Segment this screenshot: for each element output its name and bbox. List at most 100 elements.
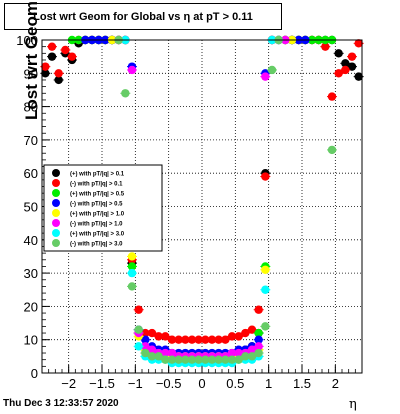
legend-marker [52, 169, 60, 177]
data-point [327, 145, 337, 155]
data-point [234, 348, 243, 358]
data-point [321, 42, 330, 51]
data-point [341, 65, 350, 75]
data-point [187, 355, 197, 364]
legend-entry: (-) with pT/|q| > 1.0 [70, 222, 123, 228]
data-point [154, 332, 163, 341]
data-point [181, 355, 190, 364]
x-tick-label: −2 [61, 376, 76, 391]
chart-title: Lost wrt Geom for Global vs η at pT > 0.… [4, 3, 282, 30]
data-point [227, 332, 237, 341]
data-point [261, 172, 270, 181]
x-tick-label: 2 [332, 376, 339, 391]
data-point [267, 65, 277, 75]
data-point [354, 39, 363, 48]
y-tick-label: 40 [24, 233, 38, 248]
y-tick-label: 30 [24, 266, 38, 281]
data-point [61, 45, 70, 55]
data-point [141, 342, 150, 351]
data-point [261, 285, 270, 294]
legend-marker [52, 189, 60, 197]
legend-marker [52, 219, 60, 227]
data-point [161, 348, 170, 358]
legend-entry: (-) with pT/|q| > 0.5 [70, 202, 123, 208]
y-tick-label: 70 [24, 133, 38, 148]
data-point [127, 262, 137, 271]
y-tick-label: 10 [24, 333, 38, 348]
data-point [194, 335, 203, 344]
y-tick-label: 60 [24, 166, 38, 181]
data-point [227, 348, 237, 358]
data-point [341, 59, 350, 68]
legend-marker [52, 199, 60, 207]
x-tick-label: −1 [128, 376, 143, 391]
x-tick-label: −0.5 [156, 376, 182, 391]
data-point [47, 42, 57, 51]
y-tick-label: 20 [24, 299, 38, 314]
data-point [141, 328, 150, 338]
data-point [54, 69, 63, 78]
data-point [127, 268, 137, 278]
data-point [254, 305, 263, 314]
data-point [247, 345, 257, 354]
data-point [254, 328, 263, 338]
data-point [247, 325, 257, 334]
data-point [347, 52, 357, 61]
y-tick-label: 90 [24, 66, 38, 81]
data-point [167, 355, 177, 364]
data-point [227, 355, 237, 364]
data-point [247, 352, 257, 361]
y-tick-label: 80 [24, 100, 38, 115]
data-point [147, 328, 157, 338]
data-point [354, 72, 363, 81]
legend-entry: (+) with pT/|q| > 1.0 [70, 212, 125, 218]
legend-entry: (+) with pT/|q| > 3.0 [70, 232, 125, 238]
data-point [221, 335, 230, 344]
data-point [214, 335, 223, 344]
data-point [174, 335, 183, 344]
data-point [134, 305, 143, 314]
data-point [201, 335, 210, 344]
data-point [47, 52, 57, 61]
data-point [134, 325, 143, 334]
legend-entry: (+) with pT/|q| > 0.5 [70, 192, 125, 198]
data-point [181, 335, 190, 344]
data-point [234, 332, 243, 341]
data-point [161, 332, 170, 341]
x-tick-label: 1 [265, 376, 272, 391]
x-tick-label: 1.5 [293, 376, 311, 391]
plot-frame [41, 39, 363, 374]
data-point [334, 49, 343, 58]
data-point [241, 328, 250, 338]
data-point [154, 352, 163, 361]
data-point [127, 282, 137, 291]
y-tick-label: 50 [24, 200, 38, 215]
legend-marker [52, 179, 60, 187]
data-point [147, 352, 157, 361]
x-tick-label: 0 [198, 376, 205, 391]
data-point [147, 345, 157, 354]
data-point [347, 62, 357, 71]
legend-marker [52, 229, 60, 237]
data-point [214, 355, 223, 364]
data-point [41, 69, 50, 78]
data-point [134, 342, 143, 351]
data-point [207, 355, 217, 364]
data-point [241, 352, 250, 361]
y-axis-label: Lost wrt Geom (%) [22, 0, 41, 120]
data-point [67, 52, 77, 61]
legend-box [43, 164, 163, 252]
data-point [127, 252, 137, 261]
y-tick-label: 100 [16, 33, 38, 48]
data-point [261, 72, 270, 81]
data-point [167, 335, 177, 344]
data-point [167, 348, 177, 358]
data-point [234, 355, 243, 364]
data-point [41, 62, 50, 71]
data-point [54, 75, 63, 85]
data-point [127, 65, 137, 75]
data-point [174, 355, 183, 364]
data-point [141, 348, 150, 358]
y-tick-label: 0 [31, 366, 38, 381]
x-tick-label: −1.5 [89, 376, 115, 391]
